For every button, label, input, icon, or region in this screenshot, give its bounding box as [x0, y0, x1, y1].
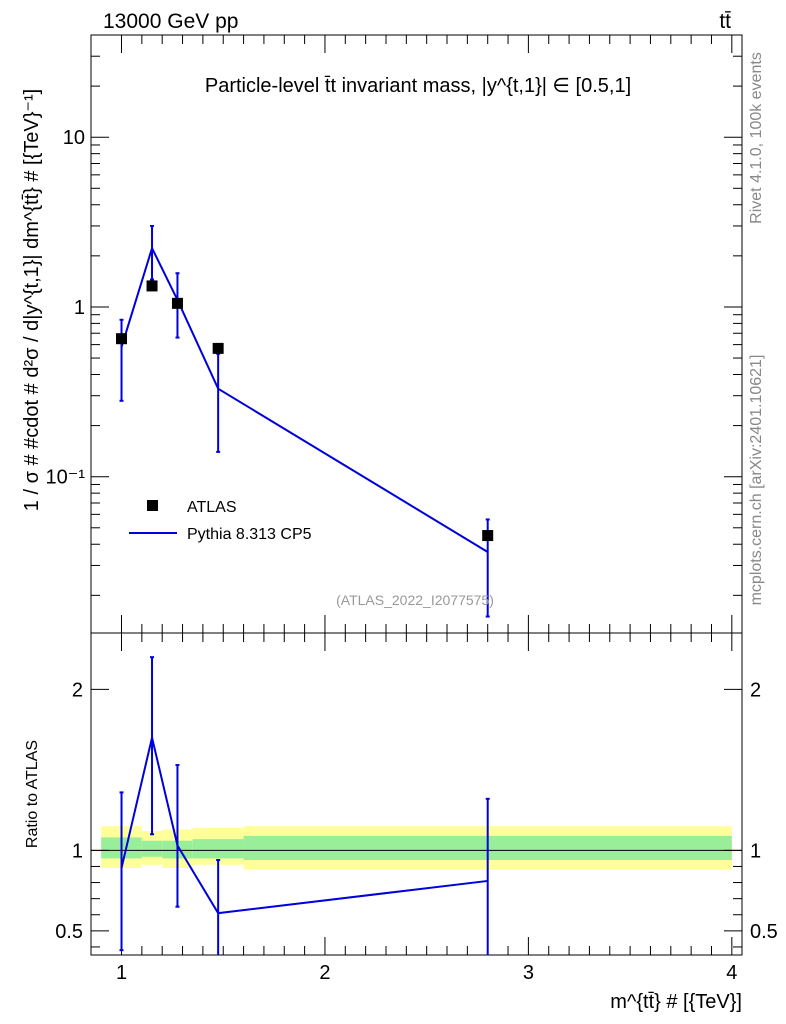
header-left-label: 13000 GeV pp	[103, 10, 238, 33]
legend-label-atlas: ATLAS	[187, 499, 237, 516]
ratio-frame	[90, 632, 743, 956]
main-frame	[90, 34, 743, 634]
main-panel: 10⁻¹ 1 10 Particle-level t̄t invariant mas…	[21, 34, 743, 634]
header-right-label: tt̄	[719, 10, 731, 33]
ratio-pythia-line	[120, 737, 488, 915]
y-tick-label: 10	[63, 127, 85, 149]
ratio-y-tick-label-left: 2	[72, 679, 83, 701]
ratio-y-tick-label-right: 2	[750, 679, 761, 701]
ratio-y-tick-label-right: 0.5	[750, 921, 778, 943]
atlas-data-point	[171, 297, 183, 309]
ratio-y-tick-label-right: 1	[750, 840, 761, 862]
atlas-data-point	[212, 342, 224, 354]
main-y-axis-label: 1 / σ # #cdot # d²σ / d|y^{t,1}| dm^{tt̄…	[21, 89, 43, 511]
x-tick-label: 3	[523, 962, 534, 984]
x-tick-label: 4	[726, 962, 737, 984]
main-title: Particle-level t̄t invariant mass, |y^{t…	[205, 75, 631, 97]
pythia-line	[120, 245, 489, 553]
y-tick-label: 1	[74, 297, 85, 319]
atlas-data-point	[482, 530, 494, 542]
ratio-y-tick-label-left: 0.5	[55, 921, 83, 943]
uncertainty-band-inner	[141, 840, 163, 857]
ratio-panel: 0.5 0.5 1 1 2 2 1 2 3 4 Ratio to ATLAS m^{tt̄} # …	[24, 632, 778, 1013]
legend-label-pythia: Pythia 8.313 CP5	[187, 526, 312, 543]
uncertainty-band-inner	[192, 839, 244, 859]
x-tick-label: 2	[319, 962, 330, 984]
y-tick-label: 10⁻¹	[46, 467, 86, 489]
watermark: (ATLAS_2022_I2077575)	[336, 592, 494, 608]
atlas-data-point	[146, 280, 158, 292]
legend: ATLAS Pythia 8.313 CP5	[129, 499, 312, 543]
legend-marker-atlas	[147, 500, 158, 511]
rivet-side-label: Rivet 4.1.0, 100k events	[748, 52, 765, 224]
mcplots-side-label: mcplots.cern.ch [arXiv:2401.10621]	[748, 355, 765, 606]
x-tick-label: 1	[116, 962, 127, 984]
x-axis-label: m^{tt̄} # [{TeV}]	[610, 991, 742, 1013]
ratio-y-axis-label: Ratio to ATLAS	[24, 740, 41, 848]
ratio-y-tick-label-left: 1	[72, 840, 83, 862]
atlas-data-point	[116, 333, 128, 345]
